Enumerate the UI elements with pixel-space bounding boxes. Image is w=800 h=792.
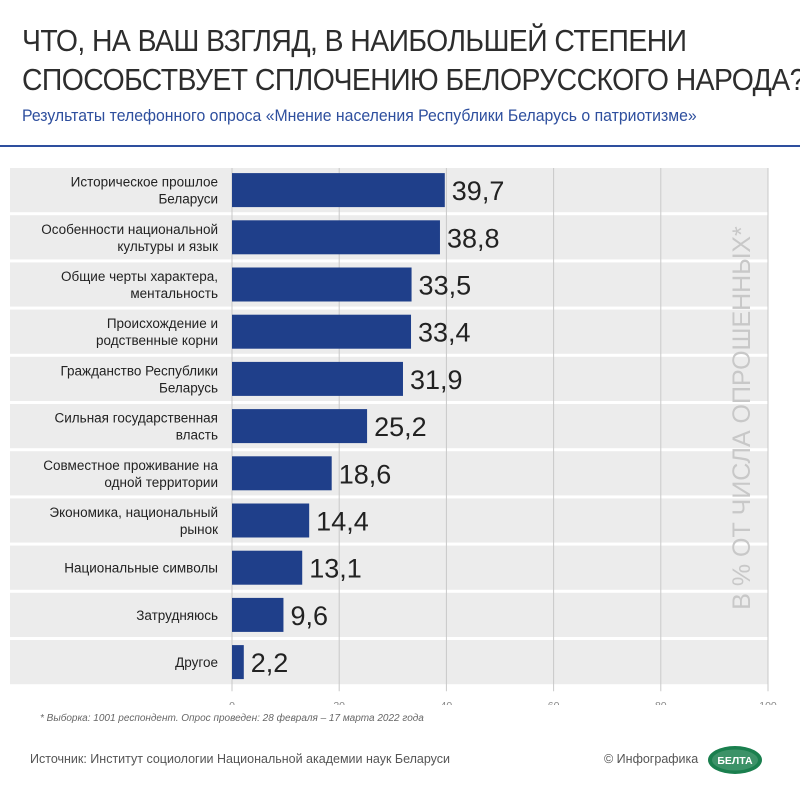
value-label: 33,5 [419, 271, 472, 301]
category-label-line: Беларуси [158, 192, 218, 207]
bar [232, 597, 284, 632]
category-label-line: Беларусь [159, 380, 218, 395]
row-background [10, 592, 768, 637]
category-label-line: Другое [175, 655, 218, 670]
value-label: 18,6 [339, 459, 392, 489]
bar [232, 456, 332, 491]
x-tick-label: 40 [441, 700, 453, 705]
row-background [10, 640, 768, 685]
header-divider [0, 145, 800, 147]
category-label: Гражданство Республики Беларусь [60, 363, 218, 395]
category-label-line: одной территории [104, 475, 218, 490]
category-label: Историческое прошлое Беларуси [71, 175, 218, 207]
value-label: 2,2 [251, 648, 289, 678]
category-label: Особенности национальной культуры и язык [41, 222, 218, 254]
value-label: 25,2 [374, 412, 427, 442]
bar [232, 409, 368, 444]
title-line-2: СПОСОБСТВУЕТ СПЛОЧЕНИЮ БЕЛОРУССКОГО НАРО… [22, 63, 800, 97]
x-tick-label: 0 [229, 700, 235, 705]
row-background [10, 451, 768, 496]
chart-title: ЧТО, НА ВАШ ВЗГЛЯД, В НАИБОЛЬШЕЙ СТЕПЕНИ… [22, 22, 800, 100]
belta-logo: БЕЛТА [708, 746, 762, 774]
category-label-line: власть [176, 428, 218, 443]
category-label-line: Сильная государственная [55, 411, 219, 426]
value-label: 33,4 [418, 318, 471, 348]
row-background [10, 498, 768, 543]
bar-chart: 0 20 40 60 80 100 39,7 Историческое прошлое Бела… [10, 168, 777, 705]
category-label-line: Историческое прошлое [71, 175, 218, 190]
category-label-line: Совместное проживание на [43, 458, 218, 473]
category-label: Происхождение и родственные корни [96, 316, 218, 348]
category-label-line: культуры и язык [117, 239, 218, 254]
category-label: Национальные символы [64, 561, 218, 576]
value-label: 13,1 [309, 554, 362, 584]
category-label-line: ментальность [130, 286, 218, 301]
bar [232, 220, 440, 255]
category-label-line: Экономика, национальный [49, 505, 218, 520]
chart-subtitle: Результаты телефонного опроса «Мнение на… [22, 106, 697, 125]
bar [232, 361, 403, 396]
value-label: 9,6 [290, 601, 328, 631]
category-label-line: Особенности национальной [41, 222, 218, 237]
credit-text: © Инфографика [604, 752, 699, 766]
bar [232, 645, 244, 680]
category-label: Затрудняюсь [136, 608, 218, 623]
category-label: Общие черты характера, ментальность [61, 269, 218, 301]
logo-text: БЕЛТА [717, 755, 753, 767]
category-label-line: Гражданство Республики [60, 363, 218, 378]
category-label: Совместное проживание на одной территории [43, 458, 218, 490]
x-tick-label: 80 [655, 700, 667, 705]
category-label: Другое [175, 655, 218, 670]
bar [232, 314, 412, 349]
source-text: Источник: Институт социологии Национальн… [30, 752, 451, 766]
category-label-line: Происхождение и [107, 316, 218, 331]
category-label-line: рынок [180, 522, 218, 537]
row-background [10, 404, 768, 449]
category-label-line: Общие черты характера, [61, 269, 218, 284]
value-label: 38,8 [447, 223, 500, 253]
x-tick-label: 100 [759, 700, 777, 705]
category-label-line: родственные корни [96, 333, 218, 348]
value-label: 31,9 [410, 365, 463, 395]
value-label: 39,7 [452, 176, 505, 206]
category-label-line: Национальные символы [64, 561, 218, 576]
axis-label: В % ОТ ЧИСЛА ОПРОШЕННЫХ* [728, 226, 756, 610]
row-background [10, 545, 768, 590]
bar [232, 173, 445, 208]
bar [232, 550, 303, 585]
value-label: 14,4 [316, 507, 369, 537]
bar [232, 503, 310, 538]
category-label-line: Затрудняюсь [136, 608, 218, 623]
footnote: * Выборка: 1001 респондент. Опрос провед… [40, 713, 424, 724]
category-label: Сильная государственная власть [55, 411, 219, 443]
category-label: Экономика, национальный рынок [49, 505, 218, 537]
bar [232, 267, 412, 302]
x-tick-label: 60 [548, 700, 560, 705]
x-tick-label: 20 [333, 700, 345, 705]
title-line-1: ЧТО, НА ВАШ ВЗГЛЯД, В НАИБОЛЬШЕЙ СТЕПЕНИ [22, 24, 687, 58]
